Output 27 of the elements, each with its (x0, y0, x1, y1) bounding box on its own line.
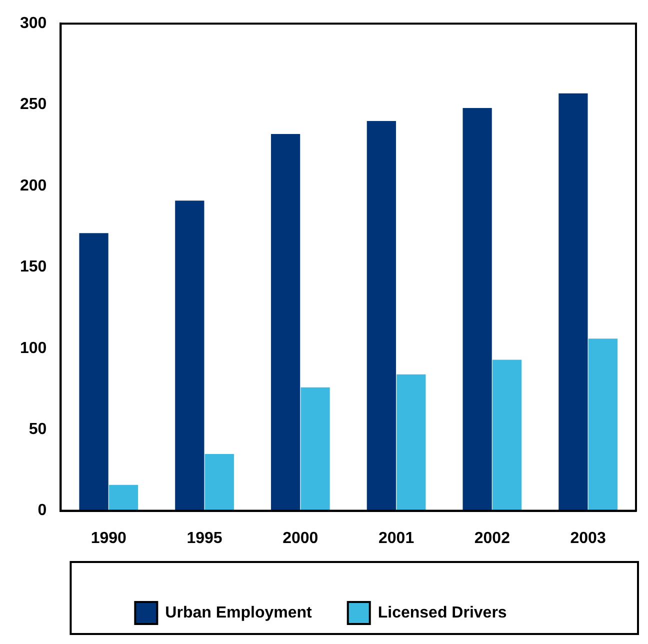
bar (558, 93, 588, 511)
bar (366, 121, 396, 511)
bar (204, 454, 234, 511)
y-tick-label: 50 (28, 421, 47, 438)
y-tick-label: 300 (20, 15, 47, 32)
bar (300, 387, 330, 511)
bar (588, 338, 618, 511)
bar (462, 108, 492, 511)
x-tick-label: 2001 (378, 530, 414, 547)
bar (270, 134, 300, 511)
bar (396, 374, 426, 511)
bar (492, 360, 522, 511)
x-tick-label: 2002 (474, 530, 510, 547)
legend-label: Urban Employment (165, 604, 313, 622)
y-tick-label: 250 (20, 96, 47, 114)
y-tick-label: 200 (20, 177, 47, 194)
x-tick-label: 2003 (570, 530, 606, 547)
bar (108, 484, 138, 511)
bar (175, 200, 204, 511)
x-tick-label: 1995 (186, 530, 222, 547)
y-tick-label: 0 (38, 502, 47, 520)
x-tick-label: 1990 (90, 530, 127, 547)
legend-label: Licensed Drivers (378, 604, 507, 622)
y-tick-label: 150 (20, 258, 47, 276)
bar (79, 233, 108, 511)
x-tick-label: 2000 (282, 530, 318, 547)
y-tick-label: 100 (20, 340, 47, 357)
